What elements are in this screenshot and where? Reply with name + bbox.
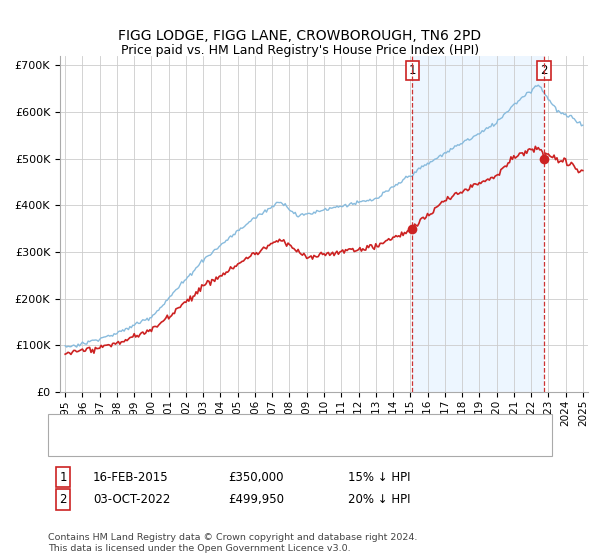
Bar: [412, 56, 544, 392]
Text: Contains HM Land Registry data © Crown copyright and database right 2024.
This d: Contains HM Land Registry data © Crown c…: [48, 534, 418, 553]
Text: Price paid vs. HM Land Registry's House Price Index (HPI): Price paid vs. HM Land Registry's House …: [121, 44, 479, 57]
Text: £499,950: £499,950: [228, 493, 284, 506]
Text: —: —: [60, 416, 80, 435]
Text: 2: 2: [59, 493, 67, 506]
Text: —: —: [60, 436, 80, 455]
Text: 1: 1: [59, 470, 67, 484]
Text: FIGG LODGE, FIGG LANE, CROWBOROUGH, TN6 2PD (detached house): FIGG LODGE, FIGG LANE, CROWBOROUGH, TN6 …: [87, 420, 480, 430]
Text: 16-FEB-2015: 16-FEB-2015: [93, 470, 169, 484]
Text: HPI: Average price, detached house, Wealden: HPI: Average price, detached house, Weal…: [87, 441, 342, 451]
Text: £350,000: £350,000: [228, 470, 284, 484]
Text: 2: 2: [540, 64, 548, 77]
Text: 20% ↓ HPI: 20% ↓ HPI: [348, 493, 410, 506]
Text: 03-OCT-2022: 03-OCT-2022: [93, 493, 170, 506]
Text: 15% ↓ HPI: 15% ↓ HPI: [348, 470, 410, 484]
Text: 1: 1: [409, 64, 416, 77]
Text: FIGG LODGE, FIGG LANE, CROWBOROUGH, TN6 2PD: FIGG LODGE, FIGG LANE, CROWBOROUGH, TN6 …: [118, 29, 482, 44]
